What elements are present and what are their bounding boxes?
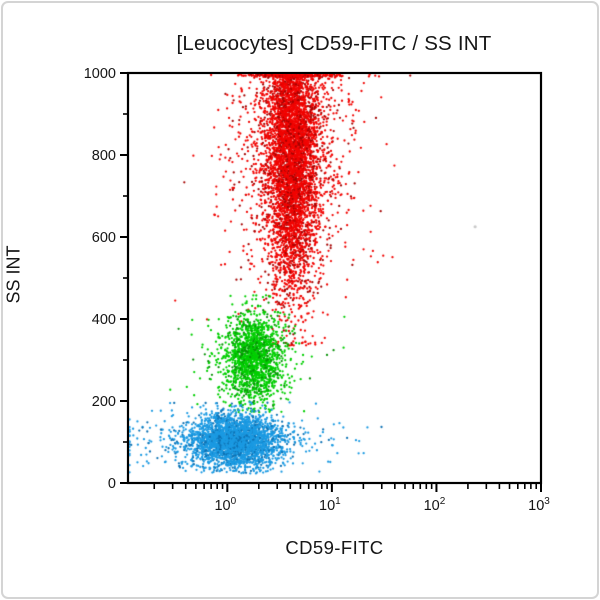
- y-tick-label: 400: [92, 312, 116, 328]
- x-tick-label: 102: [424, 496, 446, 514]
- y-tick-label: 600: [92, 230, 116, 246]
- chart-title: [Leucocytes] CD59-FITC / SS INT: [176, 32, 492, 55]
- y-tick-label: 0: [108, 476, 116, 492]
- x-axis-label: CD59-FITC: [285, 537, 384, 558]
- scatter-canvas: [129, 74, 540, 482]
- y-tick-label: 800: [92, 148, 116, 164]
- x-tick-label: 103: [528, 496, 550, 514]
- x-tick-label: 100: [214, 496, 236, 514]
- y-tick-label: 1000: [84, 66, 116, 82]
- y-tick-label: 200: [92, 394, 116, 410]
- x-tick-label: 101: [319, 496, 341, 514]
- plot-border: [126, 71, 543, 485]
